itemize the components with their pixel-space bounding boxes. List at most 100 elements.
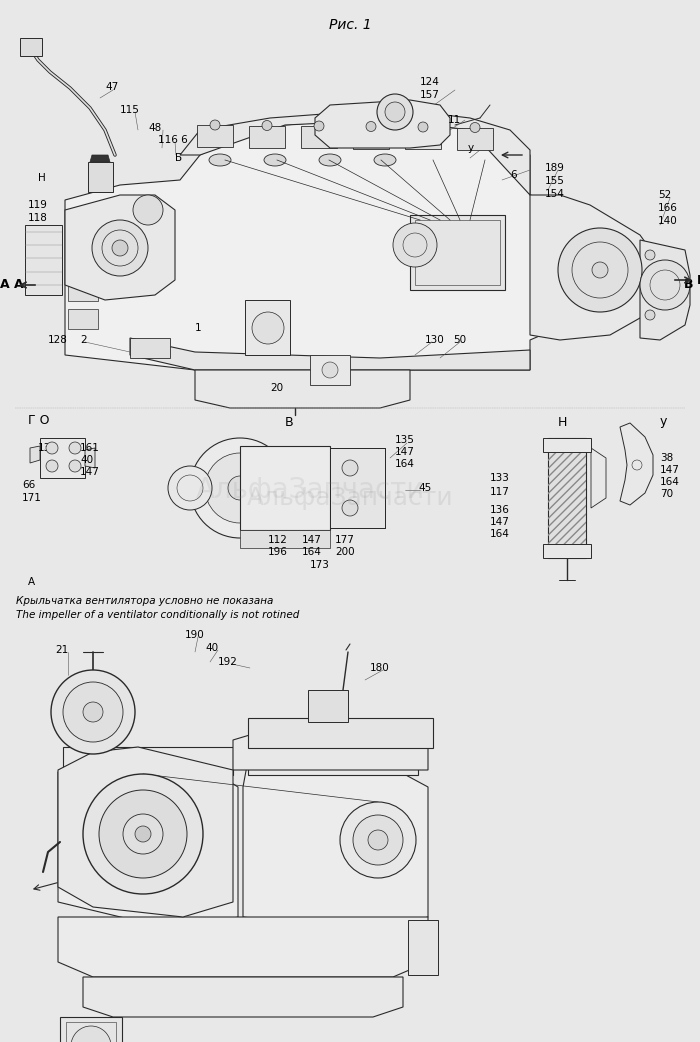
Circle shape xyxy=(112,240,128,256)
Circle shape xyxy=(168,466,212,510)
Polygon shape xyxy=(25,225,62,295)
Bar xyxy=(308,690,348,722)
Text: А: А xyxy=(14,278,24,292)
Circle shape xyxy=(123,814,163,854)
Text: 180: 180 xyxy=(370,663,390,673)
Circle shape xyxy=(228,476,252,500)
Text: 147: 147 xyxy=(490,517,510,527)
Bar xyxy=(405,127,441,149)
Bar xyxy=(548,438,586,559)
Text: 166: 166 xyxy=(658,203,678,213)
Text: 20: 20 xyxy=(270,383,283,393)
Circle shape xyxy=(63,683,123,742)
Text: А: А xyxy=(28,577,35,587)
Polygon shape xyxy=(315,100,450,148)
Circle shape xyxy=(366,122,376,131)
Bar xyxy=(543,544,591,559)
Circle shape xyxy=(210,120,220,130)
Circle shape xyxy=(645,311,655,320)
Ellipse shape xyxy=(319,154,341,166)
Circle shape xyxy=(69,460,81,472)
Bar xyxy=(63,747,233,775)
Text: АльфаЗапчасти: АльфаЗапчасти xyxy=(195,476,425,504)
Text: 50: 50 xyxy=(453,334,466,345)
Text: 112: 112 xyxy=(268,535,288,545)
Bar xyxy=(60,1017,122,1042)
Polygon shape xyxy=(620,423,653,505)
Text: 48: 48 xyxy=(148,123,161,133)
Circle shape xyxy=(353,815,403,865)
Text: 173: 173 xyxy=(310,560,330,570)
Polygon shape xyxy=(83,977,403,1017)
Text: 157: 157 xyxy=(420,90,440,100)
Polygon shape xyxy=(195,370,410,408)
Polygon shape xyxy=(130,338,530,370)
Text: Рис. 1: Рис. 1 xyxy=(329,18,371,32)
Text: А: А xyxy=(1,278,10,292)
Text: 147: 147 xyxy=(660,465,680,475)
Ellipse shape xyxy=(264,154,286,166)
Circle shape xyxy=(470,123,480,132)
Text: 192: 192 xyxy=(218,658,238,667)
Text: 190: 190 xyxy=(185,630,204,640)
Circle shape xyxy=(377,94,413,130)
Circle shape xyxy=(322,362,338,378)
Circle shape xyxy=(69,442,81,454)
Text: 171: 171 xyxy=(22,493,42,503)
Bar xyxy=(415,220,500,286)
Text: 134: 134 xyxy=(38,443,58,453)
Bar xyxy=(301,126,337,148)
Bar xyxy=(310,355,350,384)
Circle shape xyxy=(252,312,284,344)
Bar xyxy=(548,438,586,559)
Bar xyxy=(68,225,98,245)
Circle shape xyxy=(558,228,642,312)
Text: 136: 136 xyxy=(490,505,510,515)
Bar xyxy=(68,281,98,301)
Text: 128: 128 xyxy=(48,334,68,345)
Polygon shape xyxy=(58,917,428,977)
Bar xyxy=(249,125,285,148)
Circle shape xyxy=(385,102,405,122)
Bar xyxy=(248,747,418,775)
Ellipse shape xyxy=(209,154,231,166)
Bar xyxy=(240,446,330,530)
Circle shape xyxy=(340,802,416,878)
Text: 161: 161 xyxy=(80,443,100,453)
Text: Б: Б xyxy=(175,153,182,163)
Text: Н: Н xyxy=(558,416,568,428)
Text: 40: 40 xyxy=(205,643,218,653)
Text: 133: 133 xyxy=(490,473,510,483)
Circle shape xyxy=(99,790,187,878)
Text: 38: 38 xyxy=(660,453,673,463)
Circle shape xyxy=(133,195,163,225)
Text: Крыльчатка вентилятора условно не показана: Крыльчатка вентилятора условно не показа… xyxy=(16,596,274,606)
Text: The impeller of a ventilator conditionally is not rotined: The impeller of a ventilator conditional… xyxy=(16,610,300,620)
Circle shape xyxy=(46,442,58,454)
Circle shape xyxy=(368,830,388,850)
Text: В: В xyxy=(697,273,700,287)
Circle shape xyxy=(640,260,690,311)
Bar xyxy=(66,1022,116,1042)
Text: Н: Н xyxy=(38,173,46,183)
Text: 2: 2 xyxy=(80,334,87,345)
Circle shape xyxy=(342,500,358,516)
Text: у: у xyxy=(468,143,474,153)
Text: 21: 21 xyxy=(55,645,69,655)
Polygon shape xyxy=(180,111,530,195)
Text: 45: 45 xyxy=(418,483,431,493)
Polygon shape xyxy=(65,195,175,300)
Text: 115: 115 xyxy=(120,105,140,115)
Text: 200: 200 xyxy=(335,547,355,557)
Bar xyxy=(68,253,98,273)
Text: 147: 147 xyxy=(302,535,322,545)
Bar xyxy=(68,309,98,329)
Polygon shape xyxy=(591,448,606,508)
Text: 155: 155 xyxy=(545,176,565,187)
Text: 117: 117 xyxy=(490,487,510,497)
Text: 47: 47 xyxy=(105,82,118,92)
Bar xyxy=(408,920,438,975)
Text: 66: 66 xyxy=(22,480,35,490)
Text: 11: 11 xyxy=(448,115,461,125)
Bar xyxy=(40,438,85,478)
